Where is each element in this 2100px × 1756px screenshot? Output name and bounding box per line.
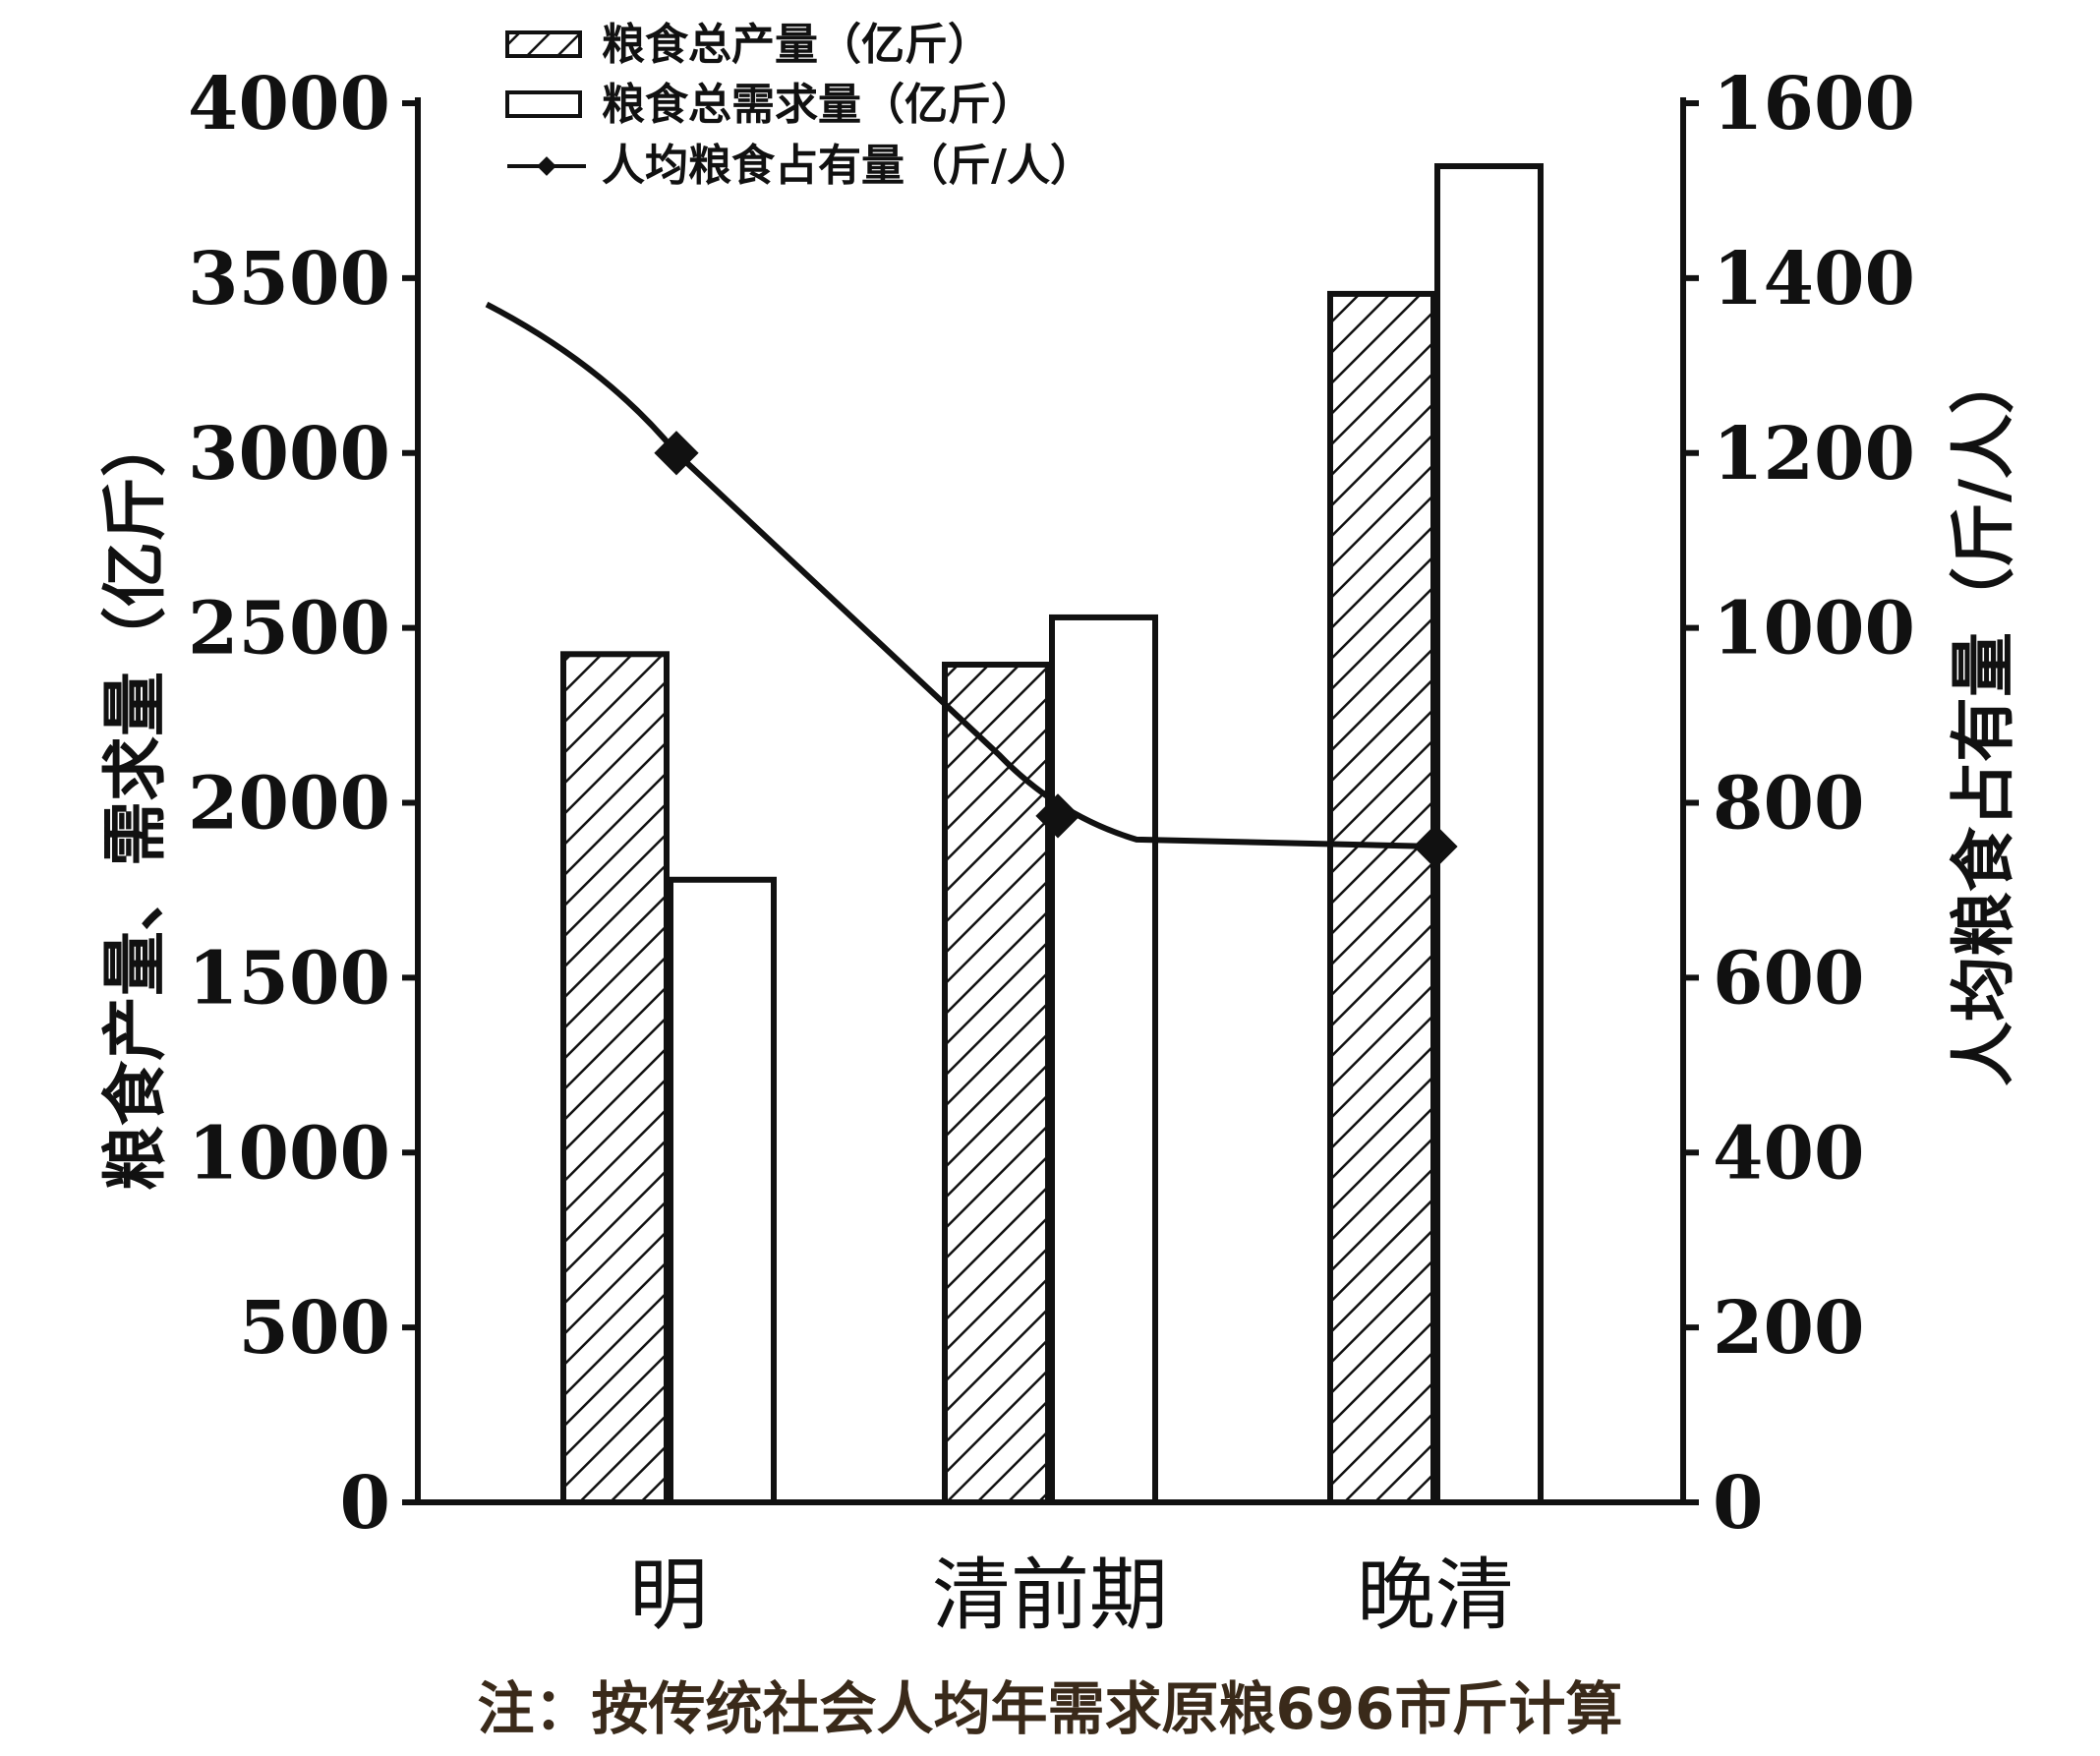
- right-axis-title: 人均粮食占有量（斤/人）: [1946, 349, 2021, 1086]
- bar-production: [942, 661, 1051, 1505]
- left-tick-label: 3500: [188, 237, 390, 322]
- legend-label-demand: 粮食总需求量（亿斤）: [602, 80, 1034, 130]
- left-tick-label: 0: [340, 1461, 391, 1546]
- left-tick-label: 1500: [188, 936, 390, 1021]
- bar-demand: [668, 876, 777, 1505]
- bar-production: [1327, 290, 1436, 1505]
- right-tick-label: 400: [1713, 1111, 1864, 1196]
- left-axis-title: 粮食产量、需求量（亿斤）: [97, 412, 173, 1191]
- right-tick-label: 0: [1713, 1461, 1764, 1546]
- bar-demand: [1049, 614, 1158, 1505]
- left-tick-label: 1000: [188, 1111, 390, 1196]
- right-tick-label: 800: [1713, 762, 1864, 847]
- per-capita-point: [1035, 793, 1080, 839]
- legend-swatch-demand: [505, 90, 582, 118]
- bar-production: [560, 651, 670, 1505]
- left-tick-label: 3000: [188, 412, 390, 497]
- legend-label-production: 粮食总产量（亿斤）: [602, 20, 991, 70]
- left-tick-label: 2000: [188, 762, 390, 847]
- right-tick-label: 1600: [1713, 62, 1915, 146]
- right-tick-label: 1200: [1713, 412, 1915, 497]
- category-label: 晚清: [1357, 1550, 1514, 1641]
- legend-label-per-capita: 人均粮食占有量（斤/人）: [602, 141, 1093, 191]
- legend-marker-per-capita: [537, 156, 556, 176]
- left-tick-label: 2500: [188, 587, 390, 672]
- left-tick-label: 500: [239, 1286, 390, 1371]
- left-tick-label: 4000: [188, 62, 390, 146]
- right-tick-label: 1000: [1713, 587, 1915, 672]
- per-capita-point: [1413, 824, 1458, 869]
- right-tick-label: 200: [1713, 1286, 1864, 1371]
- legend-swatch-production: [505, 30, 582, 58]
- chart-note: 注：按传统社会人均年需求原粮696市斤计算: [477, 1675, 1622, 1742]
- bar-demand: [1434, 163, 1544, 1505]
- category-label: 明: [629, 1550, 708, 1641]
- category-label: 清前期: [932, 1550, 1168, 1641]
- right-tick-label: 600: [1713, 936, 1864, 1021]
- right-tick-label: 1400: [1713, 237, 1915, 322]
